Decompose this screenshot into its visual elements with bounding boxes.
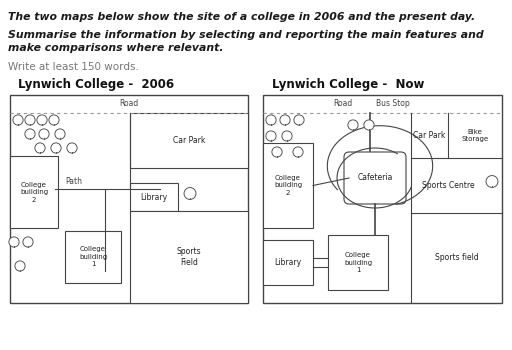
Circle shape (13, 115, 23, 125)
Bar (10, 156, 58, 228)
Bar (130, 113, 248, 168)
Text: Car Park: Car Park (173, 136, 205, 145)
Bar (263, 95, 502, 303)
Circle shape (280, 115, 290, 125)
Text: Lynwich College -  Now: Lynwich College - Now (272, 78, 424, 91)
Circle shape (294, 115, 304, 125)
Circle shape (293, 147, 303, 157)
Circle shape (272, 147, 282, 157)
Text: Sports Centre: Sports Centre (422, 181, 475, 189)
Text: Lynwich College -  2006: Lynwich College - 2006 (18, 78, 174, 91)
Bar (263, 240, 313, 285)
FancyBboxPatch shape (344, 152, 406, 204)
Text: Road: Road (119, 99, 139, 108)
Circle shape (37, 115, 47, 125)
Circle shape (15, 261, 25, 271)
Circle shape (35, 143, 45, 153)
Text: The two maps below show the site of a college in 2006 and the present day.: The two maps below show the site of a co… (8, 12, 475, 22)
Circle shape (9, 237, 19, 247)
Circle shape (184, 188, 196, 200)
Circle shape (486, 176, 498, 188)
Circle shape (348, 120, 358, 130)
Bar (263, 143, 313, 228)
Circle shape (25, 115, 35, 125)
Text: College
building
1: College building 1 (79, 246, 107, 267)
Text: Sports
Field: Sports Field (177, 247, 201, 267)
Bar (10, 95, 248, 303)
Circle shape (23, 237, 33, 247)
Text: Bus Stop: Bus Stop (376, 99, 410, 108)
Text: Road: Road (333, 99, 353, 108)
Circle shape (266, 131, 276, 141)
Bar (130, 183, 178, 211)
Text: Car Park: Car Park (413, 131, 445, 140)
Text: Path: Path (65, 177, 82, 186)
Text: Bike
Storage: Bike Storage (461, 128, 488, 141)
Text: Write at least 150 words.: Write at least 150 words. (8, 62, 139, 72)
Text: Sports field: Sports field (435, 253, 478, 262)
Text: Library: Library (140, 193, 167, 202)
Text: College
building
1: College building 1 (344, 252, 372, 273)
Text: Summarise the information by selecting and reporting the main features and
make : Summarise the information by selecting a… (8, 30, 484, 53)
Circle shape (282, 131, 292, 141)
Text: College
building
2: College building 2 (274, 175, 302, 196)
Circle shape (49, 115, 59, 125)
Text: College
building
2: College building 2 (20, 182, 48, 203)
Circle shape (364, 120, 374, 130)
Bar (130, 211, 248, 303)
Circle shape (55, 129, 65, 139)
Bar (328, 235, 388, 290)
Circle shape (266, 115, 276, 125)
Circle shape (39, 129, 49, 139)
Text: Cafeteria: Cafeteria (357, 174, 393, 182)
Bar (65, 231, 121, 283)
Circle shape (67, 143, 77, 153)
Circle shape (25, 129, 35, 139)
Circle shape (51, 143, 61, 153)
Text: Library: Library (274, 258, 302, 267)
